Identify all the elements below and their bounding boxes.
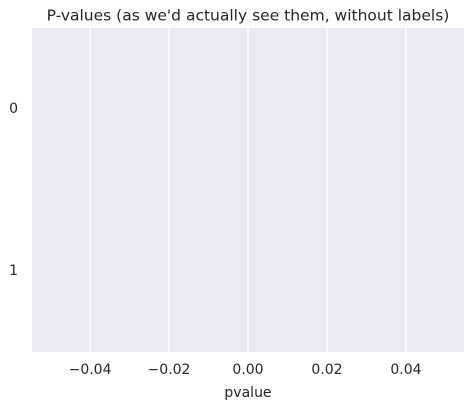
x-tick-label: 0.04 — [390, 362, 421, 378]
x-tick-label: 0.02 — [311, 362, 342, 378]
y-tick-label: 1 — [9, 263, 18, 279]
x-axis-label: pvalue — [224, 385, 271, 401]
x-tick-label: −0.02 — [148, 362, 191, 378]
x-tick-label: 0.00 — [232, 362, 263, 378]
y-tick-label: 0 — [9, 101, 18, 117]
chart-title: P-values (as we'd actually see them, wit… — [47, 7, 450, 25]
x-tick-label: −0.04 — [69, 362, 112, 378]
